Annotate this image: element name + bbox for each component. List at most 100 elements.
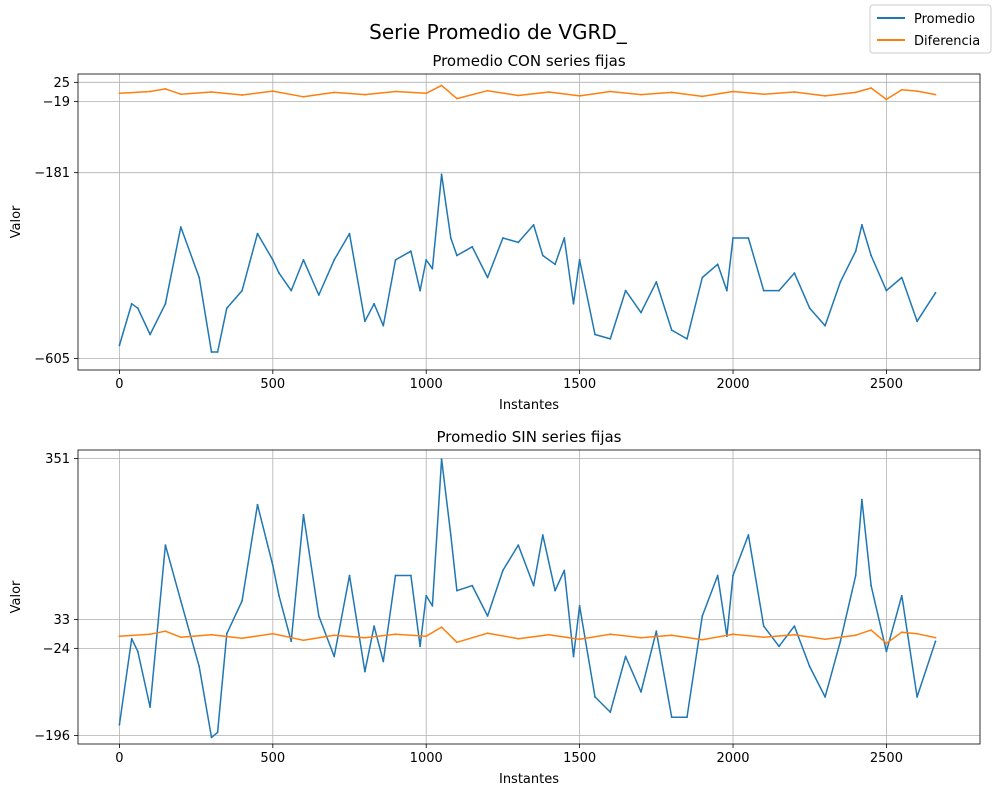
chart-1-point-promedio (554, 589, 556, 592)
chart-1-point-promedio (686, 716, 688, 719)
chart-0-ytick-label: −181 (34, 166, 70, 181)
chart-0-title: Promedio CON series fijas (432, 52, 626, 70)
chart-1-point-promedio (449, 534, 452, 536)
chart-1-point-promedio (716, 574, 719, 577)
chart-1-point-diferencia (440, 626, 443, 629)
chart-1-series-diferencia (119, 626, 936, 645)
chart-0-point-diferencia (793, 91, 796, 93)
chart-1-point-promedio (419, 645, 421, 648)
chart-1-xtick-label: 1500 (563, 751, 596, 766)
chart-1-plot-area (78, 450, 980, 744)
chart-0-point-promedio (198, 276, 201, 279)
chart-0-point-diferencia (179, 93, 182, 96)
figure-title: Serie Promedio de VGRD_ (369, 20, 628, 44)
chart-0-point-promedio (363, 320, 366, 323)
chart-0-point-promedio (440, 173, 443, 176)
chart-1-point-promedio (136, 650, 139, 653)
chart-1-point-promedio (778, 645, 780, 648)
chart-0-point-promedio (136, 307, 139, 310)
chart-0-ytick-label: −19 (43, 95, 70, 110)
chart-1-xtick-label: 0 (115, 751, 123, 766)
chart-0-point-diferencia (302, 95, 305, 98)
chart-0-point-diferencia (916, 90, 919, 93)
chart-0-point-promedio (554, 263, 556, 266)
chart-0-xtick-label: 1500 (563, 377, 596, 392)
chart-1-point-promedio (471, 584, 474, 587)
chart-0-point-diferencia (762, 93, 765, 96)
chart-1-point-diferencia (870, 629, 872, 632)
chart-1-point-promedio (290, 640, 293, 643)
plot-sin-series-fijas: 0 500 1000 1500 2000 2500 351 33 −24 −196 Promedio… (9, 428, 981, 787)
chart-1-point-promedio (225, 632, 228, 635)
chart-1-point-diferencia (548, 633, 550, 636)
chart-0-ytick-label: 25 (53, 76, 70, 91)
chart-0-point-diferencia (934, 93, 937, 96)
chart-1-ytick-label: −24 (43, 642, 70, 657)
chart-0-point-promedio (210, 351, 213, 353)
chart-1-point-promedio (431, 604, 434, 607)
chart-1-point-diferencia (854, 634, 857, 637)
chart-0-point-promedio (348, 232, 351, 235)
chart-1-point-diferencia (302, 639, 305, 642)
chart-0-point-promedio (655, 280, 658, 283)
chart-0-point-diferencia (701, 95, 704, 98)
chart-1-point-promedio (317, 615, 320, 617)
chart-0-point-promedio (532, 223, 535, 226)
chart-1-point-promedio (241, 599, 244, 602)
chart-0-point-promedio (732, 237, 734, 239)
chart-0-point-diferencia (164, 88, 167, 90)
chart-1-point-diferencia (456, 641, 458, 644)
chart-1-point-promedio (934, 640, 937, 643)
legend-label-diferencia: Diferencia (914, 34, 980, 49)
chart-1-point-diferencia (394, 633, 397, 636)
chart-1-xlabel: Instantes (499, 772, 559, 787)
chart-0-point-diferencia (517, 94, 520, 97)
chart-0-point-diferencia (824, 95, 826, 97)
chart-1-point-diferencia (179, 636, 182, 639)
chart-0-point-promedio (716, 263, 719, 266)
chart-0-point-diferencia (241, 94, 244, 96)
chart-1-point-promedio (179, 599, 182, 602)
chart-0-point-promedio (725, 289, 728, 292)
chart-1-point-promedio (563, 569, 566, 572)
chart-1-point-promedio (900, 594, 903, 597)
chart-0-point-diferencia (640, 93, 642, 96)
chart-0-point-promedio (179, 226, 182, 228)
chart-0-point-promedio (394, 259, 397, 261)
chart-1-point-promedio (363, 670, 366, 673)
chart-0-point-promedio (854, 250, 857, 253)
chart-1-point-promedio (118, 723, 121, 726)
chart-1-point-promedio (149, 706, 151, 708)
chart-0-point-promedio (572, 302, 575, 305)
chart-0-point-promedio (824, 324, 826, 327)
chart-1-xtick-label: 2000 (716, 751, 749, 766)
chart-1-point-promedio (860, 498, 863, 501)
chart-0-point-promedio (449, 237, 452, 239)
chart-0-point-promedio (624, 289, 627, 292)
chart-0-point-diferencia (486, 89, 489, 92)
chart-0-point-promedio (225, 307, 228, 310)
chart-1-point-diferencia (363, 636, 366, 639)
chart-0-point-promedio (578, 259, 581, 261)
chart-1-point-promedio (382, 660, 385, 663)
chart-1-ylabel: Valor (9, 580, 24, 613)
chart-1-point-promedio (409, 574, 412, 577)
plot-con-series-fijas: 0 500 1000 1500 2000 2500 25 −19 −181 −605 Promedi… (9, 52, 981, 413)
chart-0-point-promedio (333, 259, 336, 261)
chart-0-point-diferencia (149, 90, 151, 93)
chart-1-point-promedio (640, 690, 642, 693)
chart-0-point-promedio (241, 289, 244, 292)
chart-1-point-diferencia (762, 636, 765, 639)
chart-1-point-promedio (517, 544, 520, 547)
chart-1-point-diferencia (885, 642, 888, 645)
chart-1-point-promedio (532, 584, 535, 587)
chart-0-point-promedio (686, 337, 688, 340)
chart-1-point-diferencia (732, 633, 734, 636)
chart-0-point-promedio (870, 254, 872, 257)
chart-1-point-promedio (278, 594, 280, 597)
chart-0-point-promedio (164, 302, 167, 305)
chart-1-point-diferencia (517, 637, 520, 640)
chart-0-ylabel: Valor (9, 205, 24, 238)
figure-legend: Promedio Diferencia (869, 4, 992, 54)
